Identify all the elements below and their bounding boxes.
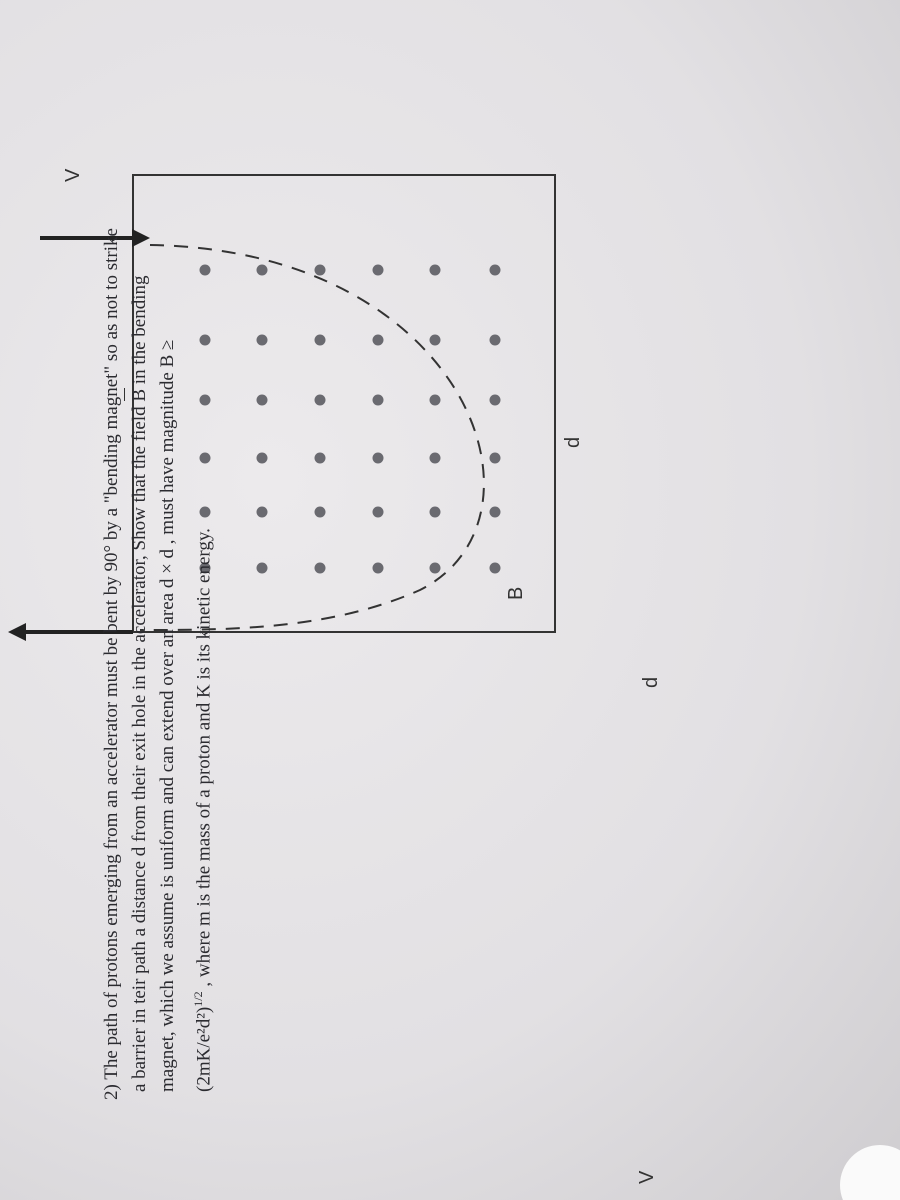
field-dot: [429, 452, 441, 464]
field-dot: [199, 452, 211, 464]
field-dot: [489, 562, 501, 574]
field-dot: [489, 394, 501, 406]
vector-b: B: [129, 388, 150, 402]
field-dot: [372, 506, 384, 518]
label-v: V: [636, 1170, 658, 1184]
label-b: B: [505, 586, 527, 600]
exit-arrowhead: [8, 623, 26, 641]
field-dot: [199, 334, 211, 346]
magnet-region: [132, 174, 556, 633]
field-dot: [429, 394, 441, 406]
field-dot: [489, 334, 501, 346]
text: , where m is the mass of a proton and K …: [193, 528, 215, 992]
field-dot: [489, 506, 501, 518]
field-dot: [372, 562, 384, 574]
label-v: V: [62, 168, 84, 182]
text-line: (2mK/e²d²)1/2 , where m is the mass of a…: [186, 528, 216, 1092]
field-dot: [256, 452, 268, 464]
field-dot: [372, 334, 384, 346]
field-dot: [256, 264, 268, 276]
field-dot: [256, 562, 268, 574]
field-dot: [489, 452, 501, 464]
field-dots: [199, 264, 501, 574]
text: a barrier in teir path a distance d from…: [129, 401, 150, 1092]
formula: (2mK/e²d²): [193, 1006, 215, 1092]
text-line: a barrier in teir path a distance d from…: [128, 276, 152, 1093]
exponent: 1/2: [191, 991, 205, 1007]
field-dot: [429, 264, 441, 276]
entry-arrowhead: [132, 229, 150, 247]
text: 2) The path of protons emerging from an …: [101, 228, 122, 1100]
field-dot: [314, 394, 326, 406]
field-dot: [256, 334, 268, 346]
field-dot: [372, 394, 384, 406]
field-dot: [199, 394, 211, 406]
text-line: 2) The path of protons emerging from an …: [100, 228, 124, 1100]
field-dot: [256, 394, 268, 406]
text: magnet, which we assume is uniform and c…: [157, 339, 178, 1092]
field-dot: [429, 562, 441, 574]
field-dot: [429, 334, 441, 346]
field-dot: [489, 264, 501, 276]
field-dot: [372, 452, 384, 464]
field-dot: [314, 562, 326, 574]
field-dot: [314, 506, 326, 518]
field-dot: [199, 562, 211, 574]
text: in the bending: [129, 275, 150, 389]
text-line: magnet, which we assume is uniform and c…: [156, 340, 180, 1092]
field-dot: [429, 506, 441, 518]
label-d: d: [562, 436, 584, 448]
field-dot: [199, 264, 211, 276]
field-dot: [372, 264, 384, 276]
field-dot: [314, 334, 326, 346]
field-dot: [256, 506, 268, 518]
label-d: d: [640, 676, 662, 688]
field-dot: [199, 506, 211, 518]
field-dot: [314, 452, 326, 464]
paper-hole: [840, 1145, 900, 1200]
proton-trajectory: [139, 244, 485, 631]
field-dot: [314, 264, 326, 276]
